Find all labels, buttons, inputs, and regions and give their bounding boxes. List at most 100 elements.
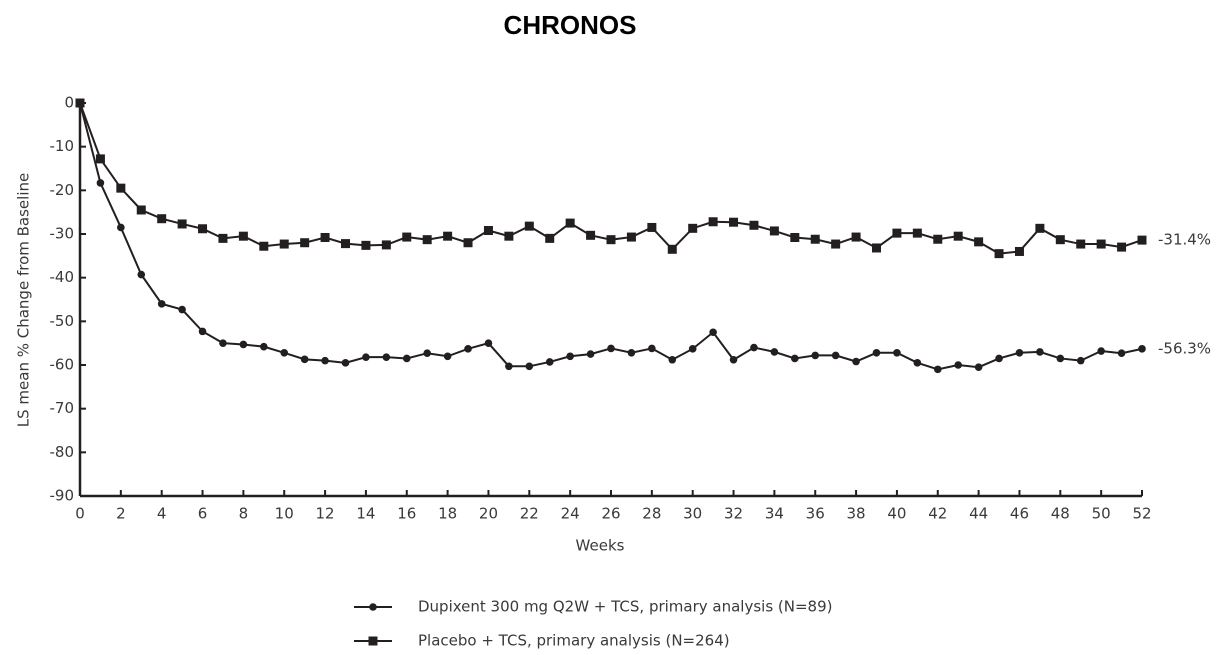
marker: [505, 362, 513, 371]
marker: [95, 154, 105, 164]
marker: [1076, 356, 1085, 365]
marker: [1015, 348, 1024, 357]
marker: [545, 233, 555, 243]
marker: [749, 220, 759, 230]
marker: [831, 351, 840, 360]
marker: [443, 352, 452, 361]
marker: [770, 348, 779, 356]
marker: [1014, 246, 1024, 256]
x-tick-label: 24: [561, 505, 580, 523]
marker: [1036, 348, 1044, 356]
marker: [872, 348, 881, 357]
marker: [157, 300, 166, 308]
marker: [810, 234, 820, 244]
marker: [708, 217, 718, 227]
x-axis-title: Weeks: [576, 537, 625, 555]
marker: [300, 238, 310, 248]
marker: [811, 351, 820, 360]
x-tick-label: 22: [520, 505, 539, 523]
marker: [688, 223, 698, 233]
marker: [648, 344, 656, 353]
marker: [369, 603, 377, 611]
x-tick-label: 40: [887, 505, 906, 523]
y-tick-label: -90: [50, 487, 75, 505]
marker: [852, 357, 860, 366]
marker: [402, 232, 412, 242]
x-tick-label: 6: [198, 505, 208, 523]
chart-title: CHRONOS: [504, 10, 637, 40]
x-tick-label: 48: [1051, 505, 1070, 523]
x-tick-label: 50: [1092, 505, 1111, 523]
x-tick-label: 42: [928, 505, 947, 523]
marker: [586, 350, 595, 358]
x-tick-label: 0: [75, 505, 85, 523]
marker: [893, 348, 901, 357]
x-tick-label: 52: [1132, 505, 1151, 523]
marker: [525, 362, 534, 371]
x-tick-label: 18: [438, 505, 457, 523]
legend-label: Placebo + TCS, primary analysis (N=264): [418, 632, 730, 650]
marker: [769, 226, 779, 236]
end-label: -56.3%: [1158, 339, 1211, 357]
y-tick-label: -30: [50, 225, 75, 243]
marker: [586, 230, 596, 240]
y-tick-label: -20: [50, 181, 75, 199]
y-tick-label: -80: [50, 443, 75, 461]
marker: [729, 217, 739, 227]
marker: [239, 340, 248, 349]
marker: [238, 231, 248, 241]
marker: [198, 327, 207, 336]
x-tick-label: 28: [642, 505, 661, 523]
marker: [259, 241, 269, 251]
x-tick-label: 10: [275, 505, 294, 523]
y-axis-title: LS mean % Change from Baseline: [15, 173, 33, 427]
marker: [626, 232, 636, 242]
marker: [362, 353, 370, 361]
marker: [545, 358, 554, 366]
marker: [933, 365, 942, 374]
marker: [198, 224, 208, 234]
marker: [872, 243, 881, 253]
y-tick-label: -70: [50, 399, 75, 417]
marker: [177, 219, 187, 229]
marker: [320, 232, 330, 242]
marker: [1117, 349, 1126, 358]
marker: [1035, 223, 1045, 233]
end-label: -31.4%: [1158, 231, 1211, 249]
marker: [1117, 242, 1127, 252]
marker: [831, 239, 841, 249]
marker: [464, 345, 472, 353]
marker: [178, 305, 186, 314]
x-tick-label: 30: [683, 505, 702, 523]
marker: [321, 356, 329, 365]
marker: [851, 232, 861, 242]
marker: [1137, 235, 1147, 245]
marker: [791, 354, 799, 363]
marker: [368, 636, 378, 646]
marker: [566, 352, 574, 361]
x-tick-label: 12: [316, 505, 335, 523]
marker: [892, 228, 902, 238]
marker: [954, 361, 962, 369]
marker: [382, 353, 391, 361]
marker: [1055, 235, 1065, 245]
marker: [994, 249, 1004, 259]
marker: [381, 240, 391, 250]
marker: [219, 339, 227, 347]
marker: [974, 237, 984, 247]
x-tick-label: 16: [397, 505, 416, 523]
marker: [627, 348, 636, 357]
marker: [157, 214, 167, 224]
marker: [606, 235, 616, 245]
x-tick-label: 20: [479, 505, 498, 523]
marker: [341, 359, 350, 367]
marker: [300, 355, 309, 364]
y-tick-label: -40: [50, 268, 75, 286]
marker: [1076, 239, 1086, 249]
marker: [1138, 345, 1146, 353]
marker: [463, 238, 473, 248]
marker: [1097, 347, 1105, 355]
marker: [280, 348, 289, 357]
marker: [750, 343, 758, 352]
marker: [422, 235, 432, 245]
